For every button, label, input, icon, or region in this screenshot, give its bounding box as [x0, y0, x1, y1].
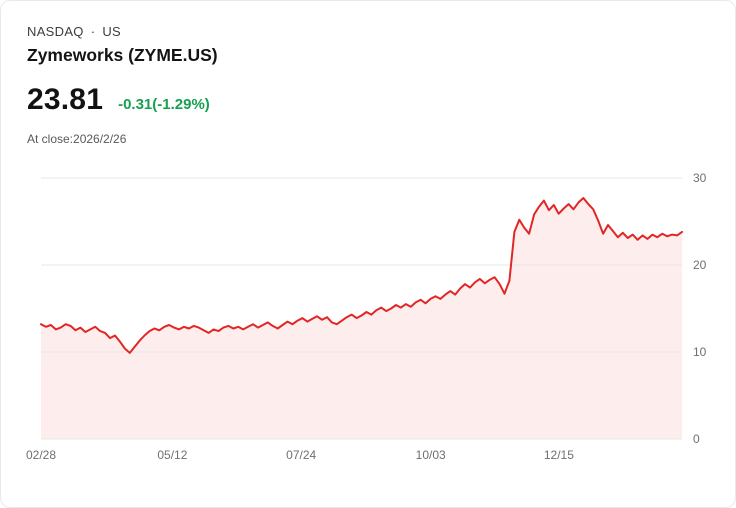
quote-header: NASDAQ · US Zymeworks (ZYME.US) 23.81 -0.3… — [1, 1, 735, 146]
price-line — [40, 197, 683, 354]
exchange-name: NASDAQ — [27, 24, 84, 39]
price-area — [41, 198, 682, 439]
price-chart[interactable]: 0 10 20 30 02/28 05/12 07/24 10/03 12/15 — [1, 159, 736, 499]
x-axis-label: 12/15 — [544, 448, 574, 462]
separator-dot: · — [90, 24, 96, 39]
x-axis-label: 07/24 — [286, 448, 316, 462]
close-note: At close:2026/2/26 — [27, 132, 127, 146]
y-axis-label: 10 — [693, 345, 707, 359]
x-axis-label: 10/03 — [416, 448, 446, 462]
x-axis-label: 05/12 — [157, 448, 187, 462]
y-axis-label: 0 — [693, 432, 700, 446]
exchange-row: NASDAQ · US — [27, 24, 709, 39]
y-axis-label: 30 — [693, 171, 707, 185]
region-label: US — [102, 24, 122, 39]
stock-title: Zymeworks (ZYME.US) — [27, 45, 218, 65]
chart-area: 0 10 20 30 02/28 05/12 07/24 10/03 12/15 — [1, 159, 736, 499]
last-price: 23.81 — [27, 83, 104, 116]
x-axis-label: 02/28 — [26, 448, 56, 462]
price-change: -0.31(-1.29%) — [118, 96, 210, 113]
y-axis-label: 20 — [693, 258, 707, 272]
price-row: 23.81 -0.31(-1.29%) — [27, 83, 709, 117]
